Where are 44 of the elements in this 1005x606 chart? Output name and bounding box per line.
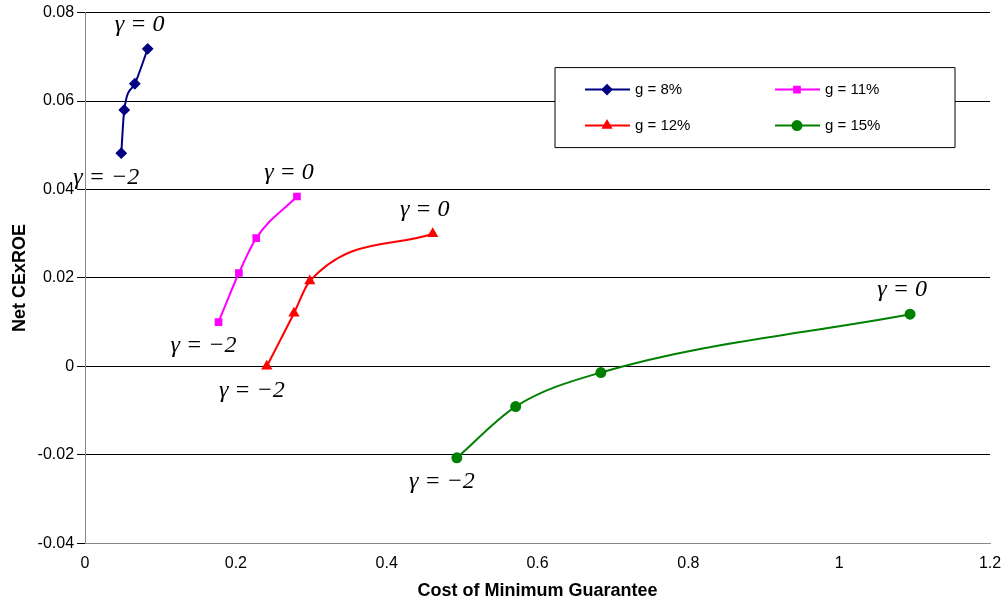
annotation: γ = −2 bbox=[73, 162, 140, 189]
y-tick-label: 0.02 bbox=[42, 268, 75, 286]
y-tick-label: 0.08 bbox=[42, 3, 75, 21]
point bbox=[261, 360, 272, 370]
y-tick-label: 0.04 bbox=[42, 179, 75, 197]
x-tick-label: 0.8 bbox=[677, 554, 700, 572]
point bbox=[904, 308, 916, 320]
point bbox=[289, 307, 299, 317]
legend-label: g = 12% bbox=[635, 115, 691, 133]
point bbox=[235, 269, 243, 277]
legend-label: g = 15% bbox=[825, 115, 881, 133]
legend-label: g = 8% bbox=[635, 79, 683, 97]
point bbox=[142, 43, 154, 55]
x-tick-label: 0.6 bbox=[526, 554, 549, 572]
x-tick-label: 0.2 bbox=[224, 554, 248, 572]
point bbox=[451, 452, 463, 464]
point bbox=[304, 275, 315, 285]
x-tick-label: 0.4 bbox=[375, 554, 398, 572]
point bbox=[129, 78, 141, 90]
point bbox=[510, 401, 522, 413]
point bbox=[115, 147, 127, 159]
y-tick-label: -0.02 bbox=[37, 445, 75, 463]
annotation: γ = 0 bbox=[264, 157, 314, 184]
x-tick-label: 1 bbox=[834, 554, 844, 572]
annotation: γ = −2 bbox=[170, 331, 237, 358]
annotation: γ = −2 bbox=[408, 467, 475, 494]
x-tick-label: 1.2 bbox=[978, 554, 1002, 572]
y-tick-label: 0.06 bbox=[42, 91, 75, 109]
y-tick-label: 0 bbox=[65, 356, 75, 374]
point bbox=[595, 367, 607, 379]
point bbox=[214, 318, 223, 326]
x-tick-label: 0 bbox=[80, 554, 90, 572]
legend-label: g = 11% bbox=[825, 79, 880, 97]
point bbox=[252, 234, 261, 242]
point bbox=[427, 228, 438, 237]
x-axis-title: Cost of Minimum Guarantee bbox=[417, 580, 658, 601]
annotation: γ = 0 bbox=[114, 10, 165, 37]
point bbox=[118, 104, 130, 116]
annotation: γ = 0 bbox=[399, 195, 450, 221]
y-tick-label: -0.04 bbox=[37, 533, 75, 551]
annotation: γ = −2 bbox=[218, 375, 285, 402]
point bbox=[293, 192, 301, 201]
y-axis-title: Net CExROE bbox=[8, 223, 29, 332]
annotation: γ = 0 bbox=[877, 275, 927, 302]
